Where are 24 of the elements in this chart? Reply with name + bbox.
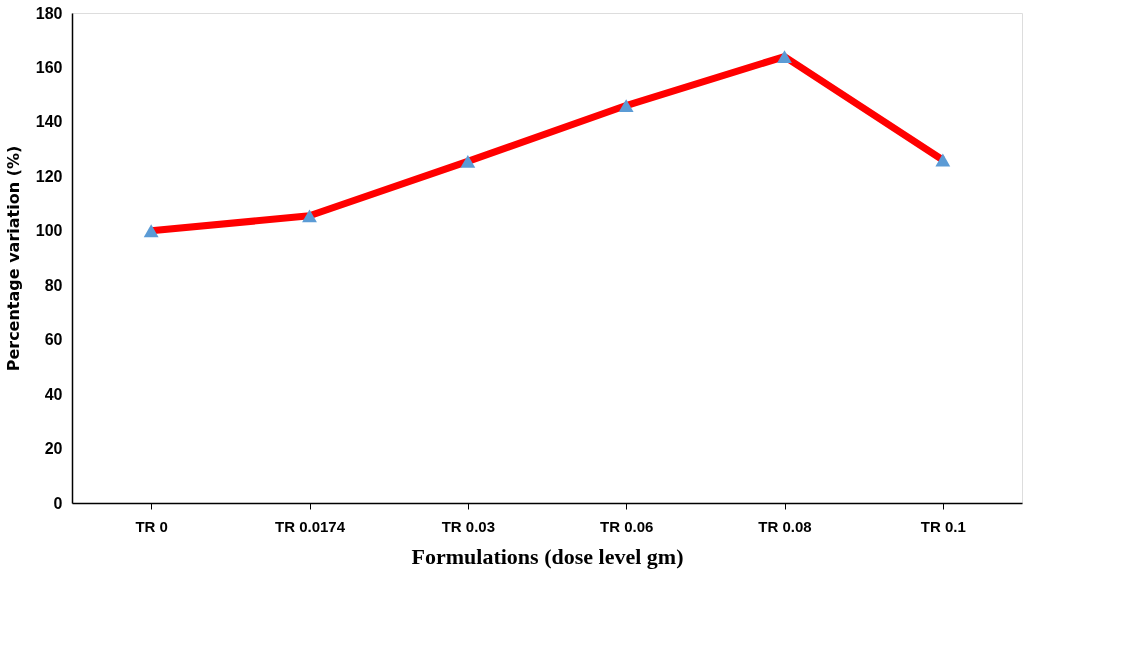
y-tick-label: 120 (35, 167, 63, 185)
x-tick-label: TR 0.1 (920, 517, 966, 535)
y-tick-label: 140 (35, 113, 63, 131)
point (302, 209, 317, 223)
y-tick-label: 20 (44, 440, 63, 458)
y-tick-label: 100 (35, 222, 63, 240)
point (460, 154, 476, 168)
y-tick-label: 40 (44, 385, 63, 403)
x-tick-label: TR 0 (135, 517, 168, 535)
y-tick-label: 0 (53, 494, 63, 512)
point (143, 224, 159, 238)
y-tick-label: 180 (35, 4, 63, 22)
y-tick-label: 80 (44, 276, 63, 294)
point (935, 153, 951, 167)
x-tick-label: TR 0.06 (599, 517, 654, 535)
y-tick-label: 160 (35, 58, 63, 76)
y-axis-title: Percentage variation (%) (3, 145, 23, 372)
x-tick-label: TR 0.08 (758, 517, 812, 535)
x-axis-title: Formulations (dose level gm) (411, 543, 684, 569)
y-tick-label: 60 (44, 331, 63, 349)
x-tick-label: TR 0.0174 (274, 517, 346, 535)
point (777, 50, 792, 63)
x-tick-label: TR 0.03 (441, 517, 496, 535)
point (618, 99, 634, 112)
